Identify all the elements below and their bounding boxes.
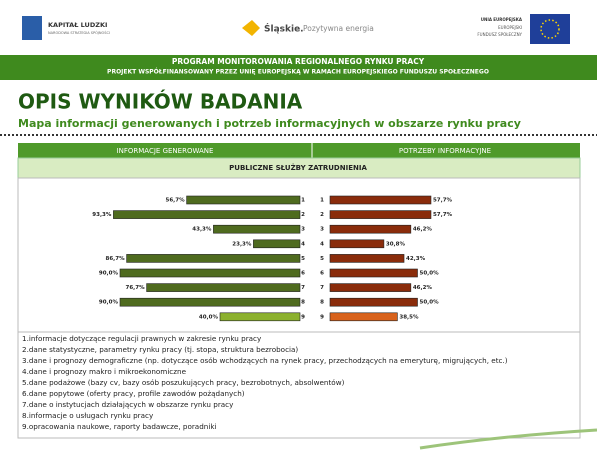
column-header: INFORMACJE GENEROWANE (117, 147, 214, 155)
eu-stars (540, 19, 560, 39)
band-text: PROGRAM MONITOROWANIA REGIONALNEGO RYNKU… (172, 57, 425, 66)
title: OPIS WYNIKÓW BADANIA (18, 90, 303, 114)
value-label: 90,0% (99, 271, 119, 277)
value-label: 86,7% (106, 256, 126, 262)
value-label: 50,0% (420, 300, 440, 306)
bar (329, 283, 412, 292)
logo-icon (242, 20, 260, 36)
bar (213, 224, 301, 234)
value-label: 56,7% (166, 198, 186, 204)
value-label: 38,5% (399, 314, 419, 320)
value-label: 43,3% (192, 227, 212, 233)
eu-flag (530, 14, 570, 44)
column-header: POTRZEBY INFORMACYJNE (399, 147, 491, 155)
table-header (18, 143, 580, 158)
logo-text: KAPITAŁ LUDZKI (48, 21, 107, 29)
decoration (419, 428, 597, 450)
category-label: 8 (301, 300, 305, 306)
category-label: 3 (301, 227, 305, 233)
category-label: 6 (320, 271, 324, 277)
subheader-text: PUBLICZNE SŁUŻBY ZATRUDNIENIA (229, 163, 367, 172)
value-label: 46,2% (413, 227, 433, 233)
logo-text: Pozytywna energia (303, 24, 374, 33)
category-label: 1 (301, 198, 305, 204)
legend-item: 2.dane statystyczne, parametry rynku pra… (22, 345, 298, 354)
legend-item: 4.dane i prognozy makro i mikroekonomicz… (22, 367, 187, 376)
value-label: 90,0% (99, 300, 119, 306)
value-label: 46,2% (413, 285, 433, 291)
value-label: 76,7% (126, 285, 146, 291)
value-label: 40,0% (199, 314, 219, 320)
bar (329, 224, 412, 234)
category-label: 2 (301, 212, 305, 218)
category-label: 7 (301, 285, 305, 291)
value-label: 50,0% (420, 271, 440, 277)
legend-item: 9.opracowania naukowe, raporty badawcze,… (22, 422, 217, 431)
legend-item: 3.dane i prognozy demograficzne (np. dot… (22, 356, 508, 365)
value-label: 23,3% (232, 241, 252, 247)
category-label: 8 (320, 300, 324, 306)
category-label: 6 (301, 271, 305, 277)
logo-text: UNIA EUROPEJSKA (481, 17, 523, 22)
bar (126, 254, 301, 263)
category-label: 4 (301, 241, 305, 247)
category-label: 1 (320, 198, 324, 204)
value-label: 42,3% (406, 256, 426, 262)
legend-item: 1.informacje dotyczące regulacji prawnyc… (22, 334, 262, 343)
category-label: 5 (301, 256, 305, 262)
logo-icon (22, 16, 42, 40)
bar (329, 297, 418, 307)
bar (186, 195, 301, 205)
bar (119, 268, 301, 278)
logo-text: FUNDUSZ SPOŁECZNY (477, 32, 522, 37)
bar (146, 283, 301, 292)
subtitle: Mapa informacji generowanych i potrzeb i… (18, 117, 521, 130)
legend-item: 5.dane podażowe (bazy cv, bazy osób posz… (22, 378, 345, 387)
legend-item: 6.dane popytowe (oferty pracy, profile z… (22, 389, 245, 398)
legend-item: 7.dane o instytucjach działających w obs… (22, 400, 234, 409)
category-label: 2 (320, 212, 324, 218)
band-text: PROJEKT WSPÓŁFINANSOWANY PRZEZ UNIĘ EURO… (107, 69, 489, 76)
bar (329, 312, 398, 322)
category-label: 5 (320, 256, 324, 262)
legend-item: 8.informacje o usługach rynku pracy (22, 411, 154, 420)
logo-text: NARODOWA STRATEGIA SPÓJNOŚCI (48, 30, 110, 35)
bar (329, 210, 432, 219)
bar (113, 210, 301, 219)
bar (329, 268, 418, 278)
bar (119, 297, 301, 307)
legend-frame (17, 331, 581, 439)
category-label: 7 (320, 285, 324, 291)
category-label: 9 (320, 314, 324, 320)
bar (329, 254, 405, 263)
logo-text: EUROPEJSKI (498, 25, 522, 30)
value-label: 57,7% (433, 212, 453, 218)
category-label: 9 (301, 314, 305, 320)
header-band (0, 55, 597, 80)
logo-text: Śląskie. (264, 23, 304, 35)
bar (219, 312, 301, 322)
bar (253, 239, 301, 249)
bar (329, 195, 432, 205)
value-label: 57,7% (433, 198, 453, 204)
value-label: 30,8% (386, 241, 406, 247)
category-label: 3 (320, 227, 324, 233)
bar (329, 239, 385, 249)
category-label: 4 (320, 241, 324, 247)
value-label: 93,3% (92, 212, 112, 218)
